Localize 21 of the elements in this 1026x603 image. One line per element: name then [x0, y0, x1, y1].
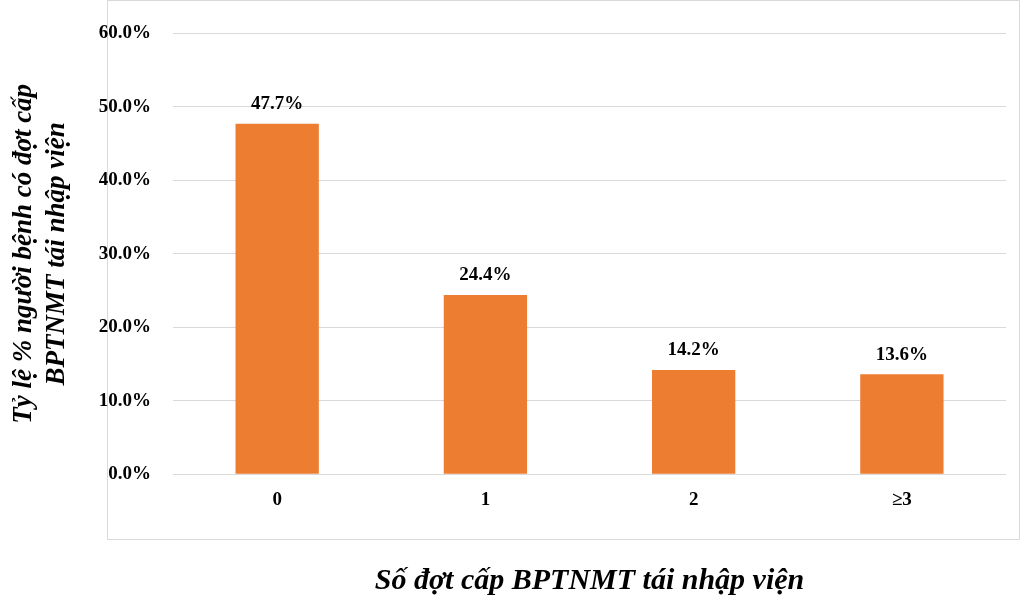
bar: [443, 294, 528, 474]
x-axis-title: Số đợt cấp BPTNMT tái nhập viện: [374, 561, 805, 595]
y-tick-label: 40.0%: [98, 168, 152, 190]
x-tick-label: 2: [688, 487, 699, 509]
bar: [652, 369, 736, 474]
y-tick-label: 20.0%: [98, 315, 152, 337]
x-tick-label: 1: [480, 487, 491, 509]
y-tick-label: 30.0%: [98, 241, 152, 263]
data-label: 14.2%: [667, 338, 720, 360]
y-axis-title: Tỷ lệ % người bệnh có đợt cấp BPTNMT tái nhập viện: [7, 83, 70, 424]
x-tick-label: ≥3: [891, 487, 912, 509]
bar: [860, 374, 944, 474]
y-tick-label: 50.0%: [98, 94, 152, 116]
data-label: 47.7%: [251, 92, 304, 114]
bar: [235, 123, 319, 474]
y-tick-label: 60.0%: [98, 21, 152, 43]
y-tick-label: 0.0%: [108, 462, 152, 484]
x-tick-label: 0: [272, 487, 282, 509]
data-label: 24.4%: [459, 263, 512, 285]
data-label: 13.6%: [875, 342, 929, 364]
y-tick-label: 10.0%: [98, 388, 152, 410]
